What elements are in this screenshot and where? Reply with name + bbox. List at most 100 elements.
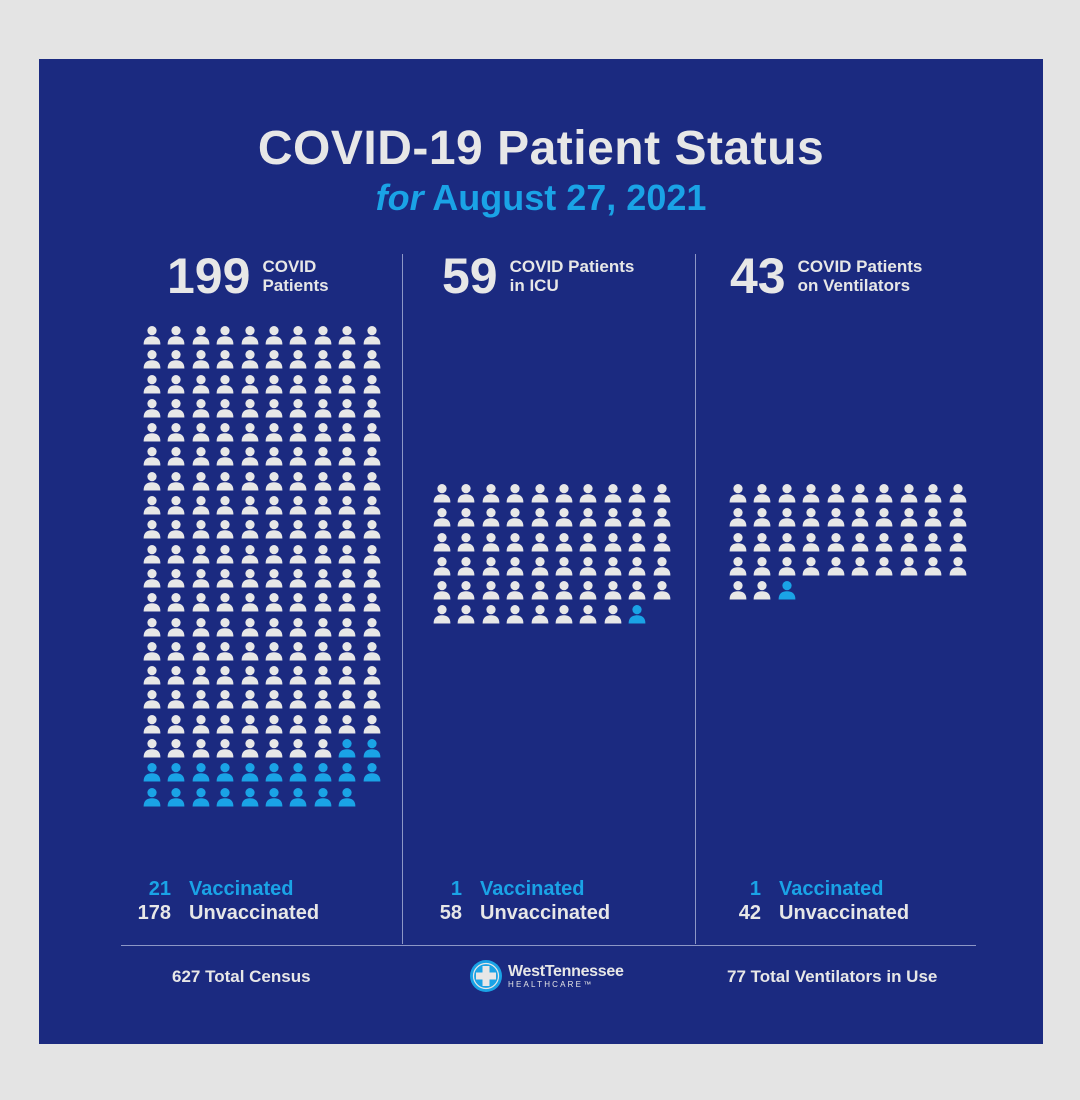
unvaccinated-person-icon (192, 739, 210, 758)
unvaccinated-person-icon (216, 544, 234, 564)
unvaccinated-person-icon (289, 423, 307, 442)
unvaccinated-person-icon (628, 556, 646, 576)
unvaccinated-person-icon (216, 593, 234, 612)
unvaccinated-person-icon (338, 471, 356, 491)
unvaccinated-person-icon (778, 484, 796, 503)
unvaccinated-person-icon (289, 447, 307, 466)
vaccinated-label: Vaccinated (779, 878, 884, 900)
unvaccinated-person-icon (289, 593, 307, 612)
unvaccinated-person-icon (579, 508, 597, 527)
unvaccinated-row: 178 Unvaccinated (123, 901, 319, 925)
unvaccinated-person-icon (604, 532, 622, 552)
unvaccinated-person-icon (143, 690, 161, 709)
unvaccinated-person-icon (338, 544, 356, 564)
vaccinated-person-icon (338, 763, 356, 782)
unvaccinated-person-icon (482, 484, 500, 503)
unvaccinated-person-icon (314, 520, 332, 539)
unvaccinated-person-icon (289, 544, 307, 564)
unvaccinated-person-icon (628, 532, 646, 552)
unvaccinated-person-icon (802, 532, 820, 552)
unvaccinated-person-icon (192, 641, 210, 661)
unvaccinated-person-icon (949, 508, 966, 527)
unvaccinated-person-icon (555, 605, 573, 624)
unvaccinated-row: 58 Unvaccinated (414, 901, 610, 925)
unvaccinated-row: 42 Unvaccinated (713, 901, 909, 925)
unvaccinated-person-icon (143, 423, 161, 442)
vaccinated-row: 1 Vaccinated (414, 877, 610, 901)
unvaccinated-person-icon (338, 423, 356, 442)
unvaccinated-person-icon (729, 508, 747, 527)
unvaccinated-person-icon (241, 568, 258, 588)
unvaccinated-person-icon (143, 398, 161, 418)
unvaccinated-person-icon (265, 447, 283, 466)
unvaccinated-person-icon (216, 350, 234, 369)
unvaccinated-person-icon (338, 447, 356, 466)
unvaccinated-person-icon (433, 581, 451, 600)
unvaccinated-person-icon (506, 532, 524, 552)
unvaccinated-person-icon (289, 666, 307, 685)
unvaccinated-person-icon (241, 496, 258, 515)
unvaccinated-person-icon (265, 593, 283, 612)
unvaccinated-person-icon (143, 471, 161, 491)
col-vent-label: COVID Patients on Ventilators (798, 257, 923, 295)
unvaccinated-person-icon (241, 641, 258, 661)
unvaccinated-person-icon (265, 544, 283, 564)
unvaccinated-person-icon (875, 508, 893, 527)
unvaccinated-person-icon (653, 532, 670, 552)
unvaccinated-person-icon (338, 617, 356, 637)
unvaccinated-person-icon (338, 641, 356, 661)
unvaccinated-person-icon (433, 605, 451, 624)
unvaccinated-person-icon (314, 374, 332, 394)
unvaccinated-person-icon (875, 532, 893, 552)
unvaccinated-label: Unvaccinated (480, 902, 611, 924)
unvaccinated-person-icon (531, 605, 548, 624)
unvaccinated-person-icon (555, 556, 573, 576)
unvaccinated-person-icon (753, 484, 771, 503)
unvaccinated-person-icon (167, 739, 185, 758)
unvaccinated-person-icon (241, 471, 258, 491)
unvaccinated-person-icon (241, 350, 258, 369)
col-vent-total: 43 (730, 248, 786, 304)
unvaccinated-person-icon (241, 714, 258, 734)
vaccinated-person-icon (192, 787, 210, 807)
unvaccinated-person-icon (949, 484, 966, 503)
unvaccinated-person-icon (753, 581, 771, 600)
unvaccinated-person-icon (167, 447, 185, 466)
unvaccinated-person-icon (506, 508, 524, 527)
unvaccinated-person-icon (314, 423, 332, 442)
unvaccinated-person-icon (167, 520, 185, 539)
unvaccinated-person-icon (753, 508, 771, 527)
unvaccinated-person-icon (363, 471, 380, 491)
unvaccinated-person-icon (241, 374, 258, 394)
unvaccinated-person-icon (143, 374, 161, 394)
column-divider (402, 254, 403, 944)
vaccinated-person-icon (241, 787, 258, 807)
unvaccinated-person-icon (363, 666, 380, 685)
unvaccinated-person-icon (143, 593, 161, 612)
unvaccinated-person-icon (192, 471, 210, 491)
unvaccinated-person-icon (579, 532, 597, 552)
unvaccinated-person-icon (265, 690, 283, 709)
unvaccinated-person-icon (289, 496, 307, 515)
unvaccinated-person-icon (241, 447, 258, 466)
unvaccinated-count: 178 (137, 902, 171, 924)
unvaccinated-person-icon (363, 326, 380, 345)
unvaccinated-person-icon (314, 471, 332, 491)
unvaccinated-person-icon (265, 641, 283, 661)
label-line-1: COVID Patients (509, 257, 635, 276)
vaccinated-row: 21 Vaccinated (123, 877, 319, 901)
unvaccinated-person-icon (265, 471, 283, 491)
unvaccinated-person-icon (338, 496, 356, 515)
unvaccinated-person-icon (433, 556, 451, 576)
unvaccinated-person-icon (314, 690, 332, 709)
unvaccinated-person-icon (851, 508, 869, 527)
vaccinated-label: Vaccinated (480, 878, 585, 900)
vaccinated-person-icon (241, 763, 258, 782)
unvaccinated-person-icon (143, 496, 161, 515)
footer-divider (121, 945, 976, 946)
unvaccinated-person-icon (338, 714, 356, 734)
column-divider (695, 254, 696, 944)
unvaccinated-person-icon (289, 326, 307, 345)
unvaccinated-person-icon (314, 593, 332, 612)
unvaccinated-person-icon (289, 471, 307, 491)
